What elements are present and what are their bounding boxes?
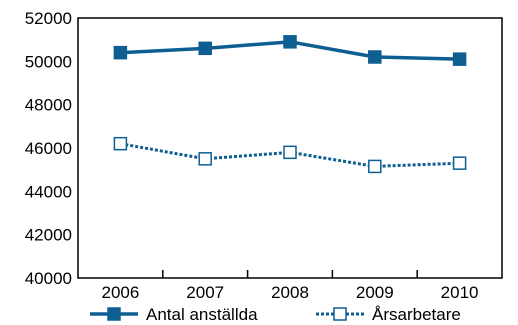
x-axis-labels: 2006 2007 2008 2009 2010: [101, 283, 478, 302]
series-2: [113, 136, 467, 174]
x-tick-label: 2006: [101, 283, 139, 302]
plot-frame: [77, 17, 503, 279]
y-tick-label: 42000: [25, 226, 72, 245]
data-point: [368, 50, 382, 64]
x-tick-label: 2009: [356, 283, 394, 302]
x-tick-label: 2007: [186, 283, 224, 302]
y-tick-label: 50000: [25, 52, 72, 71]
data-point: [368, 159, 382, 174]
data-point: [452, 156, 467, 170]
data-point: [198, 41, 212, 56]
y-tick-label: 52000: [25, 9, 72, 28]
y-tick-label: 40000: [25, 269, 72, 288]
legend-item: Årsarbetare: [316, 305, 461, 324]
series-layer: [113, 35, 467, 174]
data-point: [283, 145, 297, 160]
y-tick-label: 44000: [25, 182, 72, 201]
y-axis-labels: 40000 42000 44000 46000 48000 50000 52000: [25, 9, 72, 288]
data-point: [113, 136, 128, 151]
legend-item: Antal anställda: [90, 305, 258, 324]
legend-swatch-marker: [333, 307, 347, 321]
x-tick-label: 2010: [441, 283, 479, 302]
data-point: [452, 52, 467, 66]
legend-label: Årsarbetare: [372, 305, 461, 324]
y-tick-label: 46000: [25, 139, 72, 158]
legend: Antal anställda Årsarbetare: [90, 305, 461, 324]
data-point: [198, 152, 212, 166]
x-tick-label: 2008: [271, 283, 309, 302]
series-1: [113, 35, 467, 66]
x-axis-ticks: [162, 270, 418, 278]
data-point: [283, 35, 297, 49]
legend-label: Antal anställda: [146, 305, 258, 324]
legend-swatch-marker: [107, 307, 121, 321]
y-tick-label: 48000: [25, 96, 72, 115]
data-point: [113, 45, 128, 60]
